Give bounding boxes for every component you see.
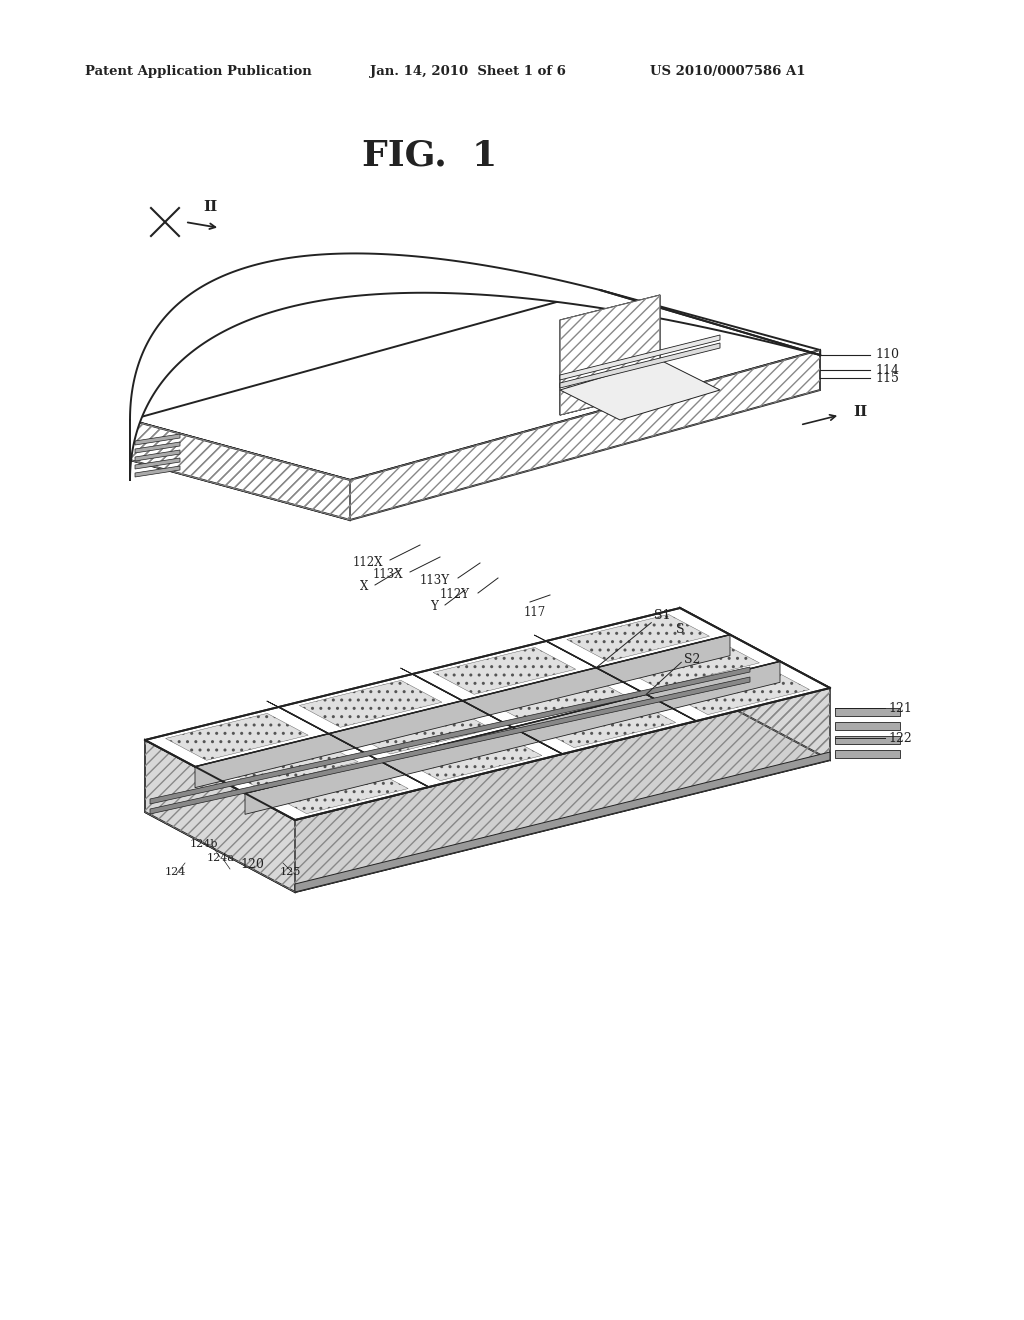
Text: 122: 122 bbox=[888, 731, 911, 744]
Polygon shape bbox=[265, 767, 409, 813]
Text: 124: 124 bbox=[165, 867, 186, 876]
Polygon shape bbox=[560, 378, 660, 414]
Polygon shape bbox=[534, 701, 676, 747]
Text: Patent Application Publication: Patent Application Publication bbox=[85, 66, 311, 78]
Text: II: II bbox=[853, 405, 867, 418]
Polygon shape bbox=[567, 614, 710, 661]
Polygon shape bbox=[680, 609, 830, 760]
Text: 125: 125 bbox=[280, 867, 301, 876]
Polygon shape bbox=[560, 350, 660, 385]
Polygon shape bbox=[145, 741, 295, 892]
Polygon shape bbox=[130, 302, 820, 492]
Text: II: II bbox=[203, 201, 217, 214]
Text: 121: 121 bbox=[888, 701, 912, 714]
Text: S1: S1 bbox=[654, 609, 671, 622]
Text: 120: 120 bbox=[240, 858, 264, 871]
Text: X: X bbox=[359, 581, 368, 594]
Polygon shape bbox=[350, 362, 820, 500]
Polygon shape bbox=[135, 450, 180, 461]
Text: 117: 117 bbox=[524, 606, 546, 619]
Polygon shape bbox=[135, 466, 180, 477]
Polygon shape bbox=[399, 734, 542, 780]
Polygon shape bbox=[195, 635, 730, 788]
Polygon shape bbox=[145, 609, 830, 820]
Polygon shape bbox=[299, 680, 442, 727]
Polygon shape bbox=[130, 420, 350, 520]
Polygon shape bbox=[130, 253, 820, 480]
Polygon shape bbox=[667, 668, 809, 714]
Polygon shape bbox=[560, 294, 660, 414]
Polygon shape bbox=[295, 752, 830, 892]
Polygon shape bbox=[150, 677, 750, 814]
Polygon shape bbox=[349, 708, 492, 754]
Polygon shape bbox=[130, 310, 820, 500]
Polygon shape bbox=[245, 661, 780, 814]
Polygon shape bbox=[483, 675, 626, 721]
Polygon shape bbox=[295, 688, 830, 892]
Text: 112Y: 112Y bbox=[440, 589, 470, 602]
Polygon shape bbox=[835, 708, 900, 715]
Text: 124a: 124a bbox=[207, 853, 234, 863]
Polygon shape bbox=[560, 294, 660, 414]
Polygon shape bbox=[135, 442, 180, 453]
Polygon shape bbox=[560, 343, 720, 388]
Polygon shape bbox=[150, 667, 750, 804]
Polygon shape bbox=[560, 335, 720, 380]
Text: Jan. 14, 2010  Sheet 1 of 6: Jan. 14, 2010 Sheet 1 of 6 bbox=[370, 66, 566, 78]
Polygon shape bbox=[835, 750, 900, 758]
Text: 114: 114 bbox=[874, 363, 899, 376]
Polygon shape bbox=[130, 290, 820, 480]
Polygon shape bbox=[130, 420, 350, 520]
Text: FIG.  1: FIG. 1 bbox=[362, 139, 498, 172]
Polygon shape bbox=[350, 350, 820, 520]
Polygon shape bbox=[145, 680, 830, 892]
Polygon shape bbox=[616, 642, 760, 688]
Polygon shape bbox=[215, 741, 358, 787]
Polygon shape bbox=[135, 458, 180, 469]
Polygon shape bbox=[560, 360, 660, 395]
Polygon shape bbox=[266, 701, 429, 787]
Text: 112X: 112X bbox=[352, 556, 383, 569]
Polygon shape bbox=[433, 647, 575, 694]
Text: 110: 110 bbox=[874, 348, 899, 362]
Polygon shape bbox=[135, 434, 180, 445]
Polygon shape bbox=[400, 668, 562, 754]
Polygon shape bbox=[350, 370, 820, 508]
Text: S: S bbox=[676, 623, 685, 636]
Text: 113Y: 113Y bbox=[420, 573, 450, 586]
Text: US 2010/0007586 A1: US 2010/0007586 A1 bbox=[650, 66, 806, 78]
Polygon shape bbox=[166, 713, 308, 760]
Polygon shape bbox=[835, 737, 900, 744]
Polygon shape bbox=[560, 370, 660, 403]
Text: 113X: 113X bbox=[373, 568, 403, 581]
Polygon shape bbox=[560, 360, 720, 420]
Polygon shape bbox=[535, 635, 696, 721]
Text: 124b: 124b bbox=[190, 840, 218, 849]
Text: Y: Y bbox=[430, 601, 438, 614]
Text: 115: 115 bbox=[874, 371, 899, 384]
Text: S2: S2 bbox=[684, 653, 700, 665]
Polygon shape bbox=[835, 722, 900, 730]
